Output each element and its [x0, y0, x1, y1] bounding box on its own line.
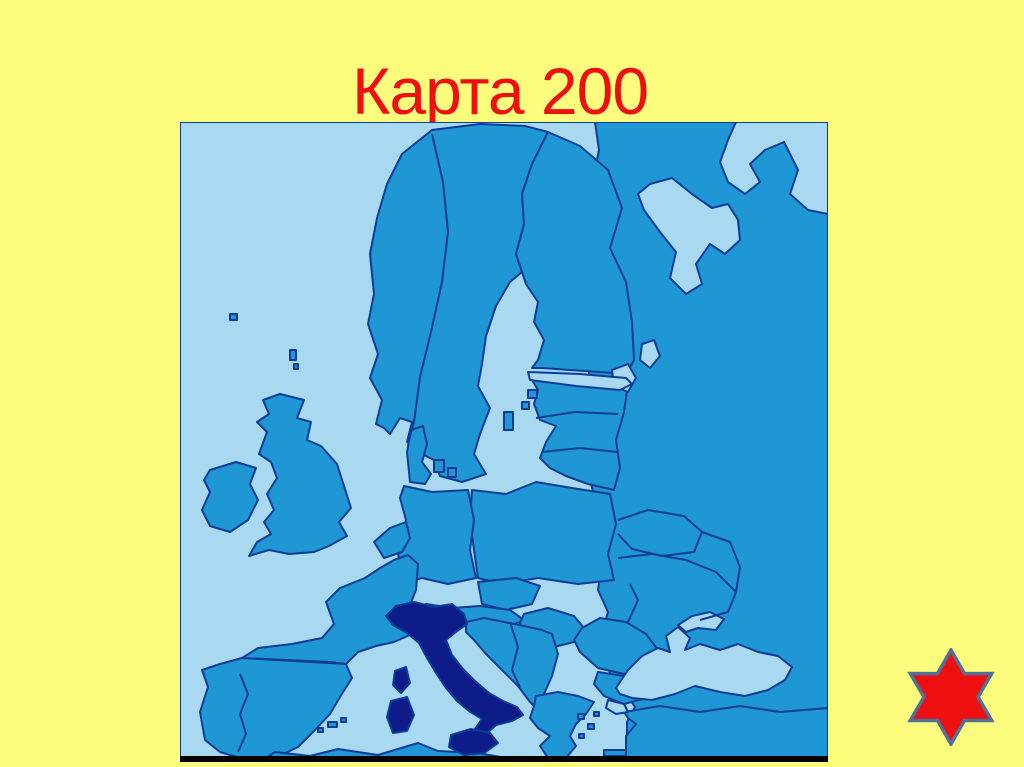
region-germany [397, 485, 477, 585]
europe-map-svg [180, 122, 828, 762]
region-balearic-2 [340, 717, 347, 723]
region-shetland-2 [293, 363, 299, 370]
region-italy-mainland [385, 601, 524, 736]
region-black-sea [615, 626, 793, 701]
region-crete [603, 749, 627, 757]
region-poland [469, 481, 617, 585]
region-france [241, 554, 421, 665]
region-white-sea [637, 177, 741, 295]
estonia-latvia-border [535, 411, 619, 419]
region-shetland [289, 349, 297, 361]
norway-sweden-border [408, 133, 449, 441]
region-benelux [373, 521, 411, 559]
portugal-spain-border [237, 673, 249, 753]
star-nav-button[interactable] [903, 648, 999, 746]
croatia-serbia-border [509, 621, 521, 688]
region-balearic-3 [317, 727, 324, 733]
region-ireland [201, 461, 259, 533]
region-danish-isle-1 [433, 459, 445, 473]
region-saaremaa [527, 389, 538, 399]
ukraine-south-border [617, 553, 737, 621]
ukraine-east-border [701, 531, 741, 593]
moldova-border [627, 583, 639, 623]
region-finland [515, 131, 635, 375]
six-pointed-star-icon[interactable] [903, 648, 999, 746]
region-aegean-island-3 [578, 733, 585, 739]
region-aegean-island-1 [577, 713, 585, 720]
region-greece [529, 691, 595, 759]
region-turkey [623, 705, 828, 762]
region-faroe-islands [229, 313, 238, 321]
page-title: Карта 200 [351, 54, 649, 128]
region-barents-sea [719, 122, 828, 215]
region-gotland [503, 411, 514, 431]
region-aegean-island-2 [587, 723, 595, 730]
region-aegean-island-4 [593, 711, 600, 717]
region-denmark [406, 425, 432, 485]
region-danish-isle-2 [447, 467, 457, 478]
region-gulf-of-finland [527, 371, 633, 391]
region-sea-of-marmara [605, 699, 629, 715]
region-lake-onega [639, 339, 661, 369]
region-czechia [477, 577, 541, 611]
region-sicily [448, 728, 499, 756]
region-corsica [392, 666, 411, 694]
region-sardinia [386, 696, 415, 734]
region-balearic-1 [327, 721, 338, 728]
region-hiiumaa [521, 401, 530, 410]
belarus-border [617, 509, 703, 557]
region-great-britain [248, 393, 352, 557]
region-baseline [180, 756, 828, 762]
latvia-lithuania-border [541, 447, 618, 453]
europe-map-image [180, 122, 828, 762]
